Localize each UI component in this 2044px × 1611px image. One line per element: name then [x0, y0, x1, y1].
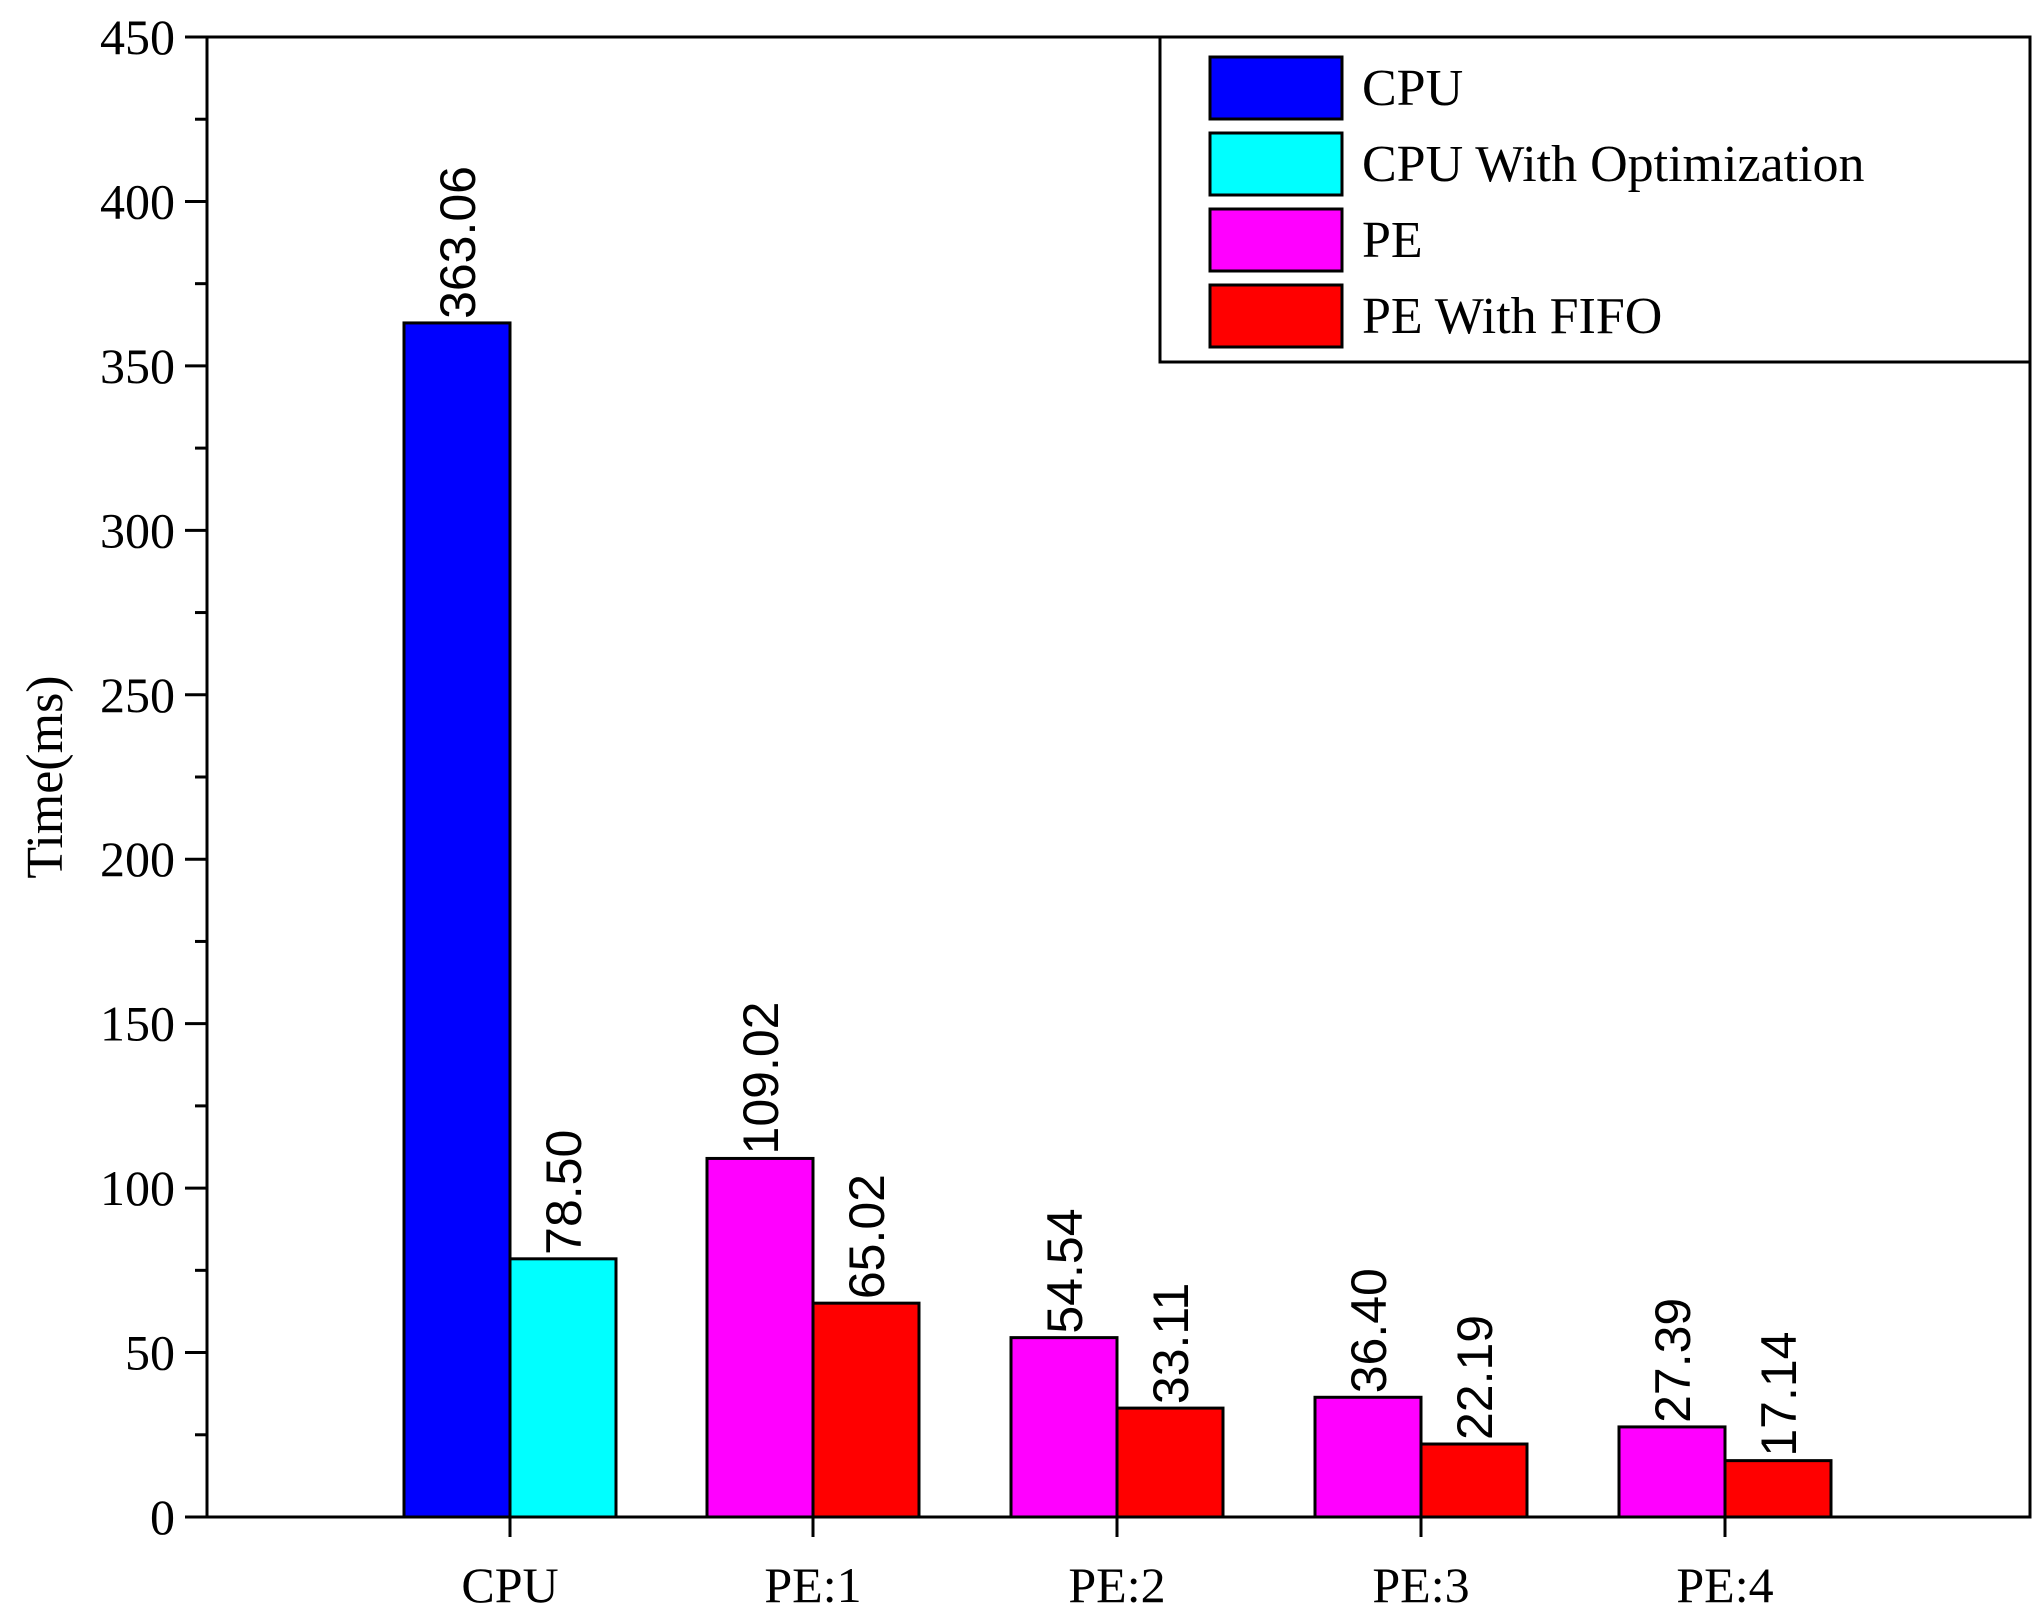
y-tick-label: 150 [100, 996, 175, 1052]
legend-label: CPU [1362, 60, 1463, 117]
bar-cpu-cpu [402, 321, 512, 1519]
data-label: 78.50 [536, 1130, 592, 1255]
y-tick-label: 350 [100, 338, 175, 394]
bar-pe-with-fifo-pe-4 [1723, 1459, 1833, 1519]
legend-swatch-cpu [1208, 55, 1344, 121]
y-tick-label: 250 [100, 667, 175, 723]
y-tick-label: 100 [100, 1160, 175, 1216]
legend-swatch-pe-with-fifo [1208, 283, 1344, 349]
y-tick-label: 400 [100, 173, 175, 229]
bar-pe-with-fifo-pe-3 [1419, 1442, 1529, 1519]
x-tick-label: PE:1 [764, 1557, 861, 1611]
legend-label: CPU With Optimization [1362, 136, 1865, 193]
data-label: 36.40 [1341, 1268, 1397, 1393]
data-label: 17.14 [1751, 1332, 1807, 1457]
data-label: 363.06 [430, 166, 486, 319]
data-label: 65.02 [839, 1174, 895, 1299]
y-tick-label: 0 [150, 1489, 175, 1545]
legend-label: PE [1362, 212, 1423, 269]
x-tick-label: PE:3 [1372, 1557, 1469, 1611]
legend-label: PE With FIFO [1362, 288, 1662, 345]
bar-pe-with-fifo-pe-1 [811, 1301, 921, 1519]
y-axis-title: Time(ms) [17, 675, 74, 878]
bar-pe-pe-3 [1313, 1395, 1423, 1519]
x-tick-label: PE:4 [1676, 1557, 1773, 1611]
y-tick-label: 450 [100, 9, 175, 65]
bar-pe-pe-4 [1617, 1425, 1727, 1519]
data-label: 33.11 [1143, 1283, 1199, 1404]
x-tick-label: PE:2 [1068, 1557, 1165, 1611]
y-tick-label: 300 [100, 502, 175, 558]
bar-cpu-with-optimization-cpu [508, 1257, 618, 1519]
legend-swatch-pe [1208, 207, 1344, 273]
bar-pe-pe-2 [1009, 1336, 1119, 1519]
bar-pe-pe-1 [705, 1156, 815, 1519]
x-tick-label: CPU [461, 1557, 558, 1611]
data-label: 109.02 [733, 1002, 789, 1155]
bar-pe-with-fifo-pe-2 [1115, 1406, 1225, 1519]
y-tick-label: 200 [100, 831, 175, 887]
data-label: 27.39 [1645, 1298, 1701, 1423]
legend-swatch-cpu-with-optimization [1208, 131, 1344, 197]
data-label: 54.54 [1037, 1208, 1093, 1333]
data-label: 22.19 [1447, 1315, 1503, 1440]
y-tick-label: 50 [125, 1325, 175, 1381]
